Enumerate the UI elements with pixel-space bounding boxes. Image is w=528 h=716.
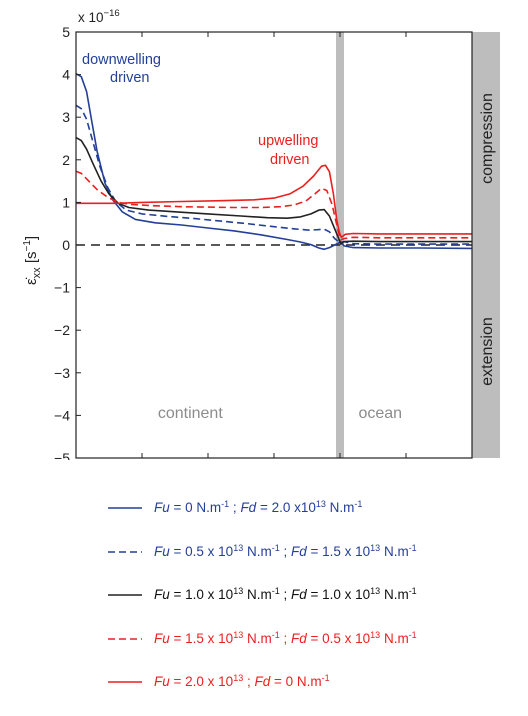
y-tick-label: 4 xyxy=(62,67,70,83)
regime-label-strip xyxy=(472,32,500,458)
legend: Fu = 0 N.m-1 ; Fd = 2.0 x1013 N.m-1 Fu =… xyxy=(108,498,523,716)
y-tick-label: −1 xyxy=(54,280,70,296)
legend-swatch xyxy=(108,594,142,596)
legend-swatch xyxy=(108,550,142,553)
extension-label: extension xyxy=(479,317,496,386)
series-line-4 xyxy=(75,170,472,241)
y-tick-label: −3 xyxy=(54,365,70,381)
y-tick-label: −5 xyxy=(54,450,70,460)
y-tick-label: −2 xyxy=(54,322,70,338)
compression-label: compression xyxy=(479,93,496,184)
upwelling-annotation-line1: upwelling xyxy=(258,133,318,149)
downwelling-annotation-line2: driven xyxy=(110,70,150,86)
y-tick-label: 3 xyxy=(62,109,70,125)
legend-item: Fu = 0.5 x 1013 N.m-1 ; Fd = 1.5 x 1013 … xyxy=(108,542,523,562)
y-axis-multiplier: x 10−16 xyxy=(78,8,120,25)
y-axis-label: ε̇xx [s−1] xyxy=(22,236,43,285)
legend-item: Fu = 1.5 x 1013 N.m-1 ; Fd = 0.5 x 1013 … xyxy=(108,629,523,649)
legend-swatch xyxy=(108,681,142,683)
y-tick-label: 2 xyxy=(62,152,70,168)
ocean-label: ocean xyxy=(358,405,402,422)
legend-label: Fu = 2.0 x 1013 ; Fd = 0 N.m-1 xyxy=(154,673,330,690)
legend-item: Fu = 2.0 x 1013 ; Fd = 0 N.m-1 xyxy=(108,672,523,692)
legend-label: Fu = 0 N.m-1 ; Fd = 2.0 x1013 N.m-1 xyxy=(154,499,363,516)
series-line-5 xyxy=(76,164,472,239)
y-tick-label: 0 xyxy=(62,237,70,253)
legend-swatch xyxy=(108,507,142,509)
legend-label: Fu = 0.5 x 1013 N.m-1 ; Fd = 1.5 x 1013 … xyxy=(154,542,417,559)
strain-rate-chart: 050010001500200025003000543210−1−2−3−4−5… xyxy=(22,8,500,460)
upwelling-annotation-line2: driven xyxy=(270,152,310,168)
y-tick-label: −4 xyxy=(54,407,70,423)
downwelling-annotation-line1: downwelling xyxy=(82,52,161,68)
legend-swatch xyxy=(108,637,142,640)
y-tick-label: 5 xyxy=(62,24,70,40)
series-lines xyxy=(75,73,473,251)
continent-label: continent xyxy=(158,405,223,422)
series-line-3 xyxy=(75,136,472,245)
legend-label: Fu = 1.5 x 1013 N.m-1 ; Fd = 0.5 x 1013 … xyxy=(154,629,417,646)
series-line-2 xyxy=(75,104,472,245)
legend-item: Fu = 1.0 x 1013 N.m-1 ; Fd = 1.0 x 1013 … xyxy=(108,585,523,605)
y-tick-label: 1 xyxy=(62,194,70,210)
legend-label: Fu = 1.0 x 1013 N.m-1 ; Fd = 1.0 x 1013 … xyxy=(154,586,417,603)
legend-item: Fu = 0 N.m-1 ; Fd = 2.0 x1013 N.m-1 xyxy=(108,498,523,518)
axis-ticks: 050010001500200025003000543210−1−2−3−4−5 xyxy=(54,24,473,460)
